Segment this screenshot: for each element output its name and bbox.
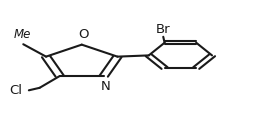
Text: N: N bbox=[100, 79, 110, 93]
Text: Cl: Cl bbox=[9, 84, 22, 97]
Text: Me: Me bbox=[13, 28, 31, 41]
Text: O: O bbox=[78, 28, 88, 41]
Text: Br: Br bbox=[156, 23, 170, 36]
